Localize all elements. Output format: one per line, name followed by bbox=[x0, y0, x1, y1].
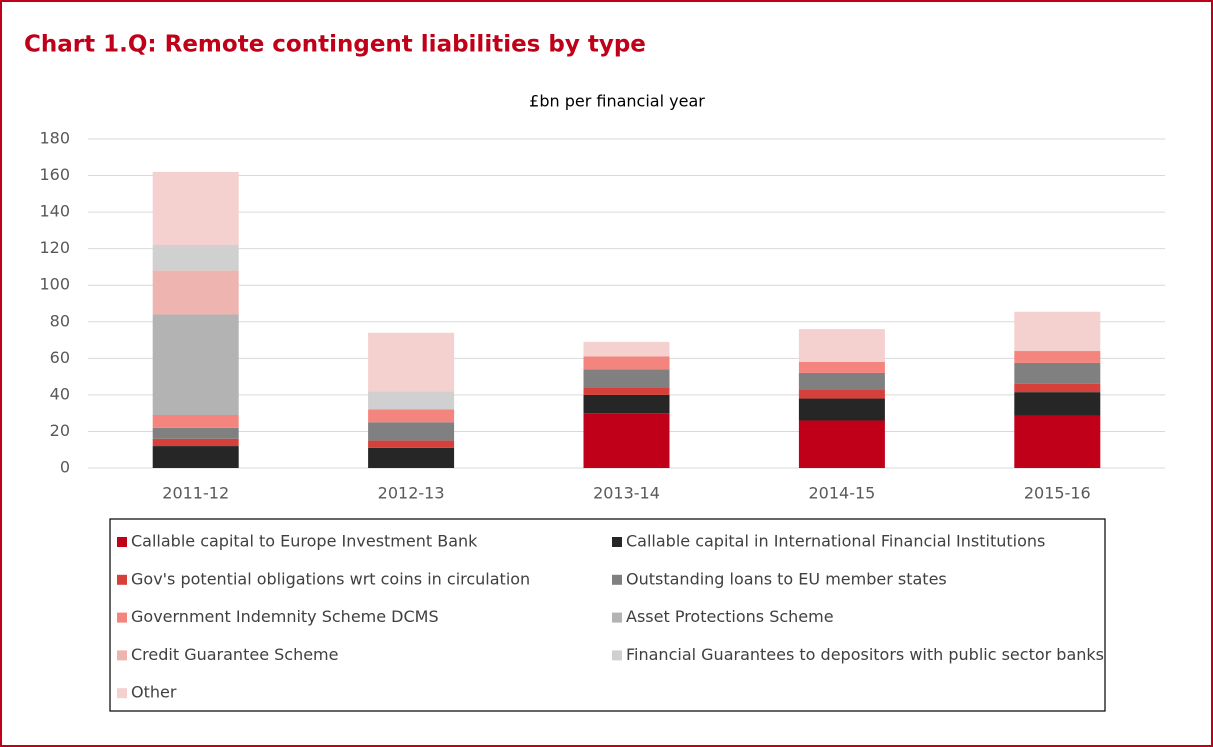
bar-segment bbox=[798, 389, 885, 399]
bar-segment bbox=[1014, 362, 1101, 384]
chart-subtitle: £bn per financial year bbox=[529, 92, 705, 111]
bar-segment bbox=[368, 440, 455, 448]
bar-segment bbox=[798, 420, 885, 468]
bar-segment bbox=[368, 391, 455, 410]
x-tick-label: 2013-14 bbox=[593, 484, 660, 503]
legend-swatch bbox=[612, 537, 622, 547]
y-tick-label: 0 bbox=[60, 458, 70, 477]
y-tick-label: 100 bbox=[39, 275, 70, 294]
bar-segment bbox=[798, 398, 885, 421]
bar-segment bbox=[152, 438, 239, 447]
y-tick-label: 60 bbox=[50, 348, 70, 367]
legend-label: Outstanding loans to EU member states bbox=[626, 569, 947, 588]
bar-segment bbox=[583, 369, 670, 388]
y-tick-label: 120 bbox=[39, 238, 70, 257]
legend-swatch bbox=[612, 612, 622, 623]
legend-label: Other bbox=[131, 683, 177, 702]
bar-segment bbox=[152, 446, 239, 468]
y-tick-label: 140 bbox=[39, 202, 70, 221]
bar-segment bbox=[152, 171, 239, 246]
legend-swatch bbox=[117, 650, 127, 661]
bar-segment bbox=[368, 422, 455, 441]
x-tick-label: 2014-15 bbox=[808, 484, 875, 503]
bar-segment bbox=[368, 332, 455, 392]
legend-label: Credit Guarantee Scheme bbox=[131, 645, 338, 664]
legend-box bbox=[109, 518, 1106, 712]
bar-segment bbox=[152, 314, 239, 415]
legend-swatch bbox=[117, 688, 127, 699]
y-tick-label: 20 bbox=[50, 421, 70, 440]
bar-segment bbox=[1014, 383, 1101, 393]
legend-swatch bbox=[612, 574, 622, 585]
bar-segment bbox=[798, 329, 885, 362]
legend-swatch bbox=[117, 537, 127, 547]
bar-segment bbox=[152, 427, 239, 439]
x-tick-label: 2015-16 bbox=[1024, 484, 1091, 503]
bar-segment bbox=[583, 413, 670, 468]
legend-label: Callable capital in International Financ… bbox=[626, 532, 1045, 551]
bar-segment bbox=[798, 372, 885, 390]
y-tick-label: 180 bbox=[39, 129, 70, 148]
legend-label: Callable capital to Europe Investment Ba… bbox=[131, 532, 478, 551]
x-tick-label: 2012-13 bbox=[378, 484, 445, 503]
y-tick-label: 160 bbox=[39, 165, 70, 184]
bar-segment bbox=[368, 447, 455, 468]
legend-label: Gov's potential obligations wrt coins in… bbox=[131, 569, 530, 588]
legend-label: Financial Guarantees to depositors with … bbox=[626, 645, 1104, 664]
bar-segment bbox=[1014, 351, 1101, 363]
legend-label: Government Indemnity Scheme DCMS bbox=[131, 607, 439, 626]
bar-segment bbox=[1014, 415, 1101, 468]
bar-segment bbox=[1014, 392, 1101, 416]
y-tick-label: 40 bbox=[50, 384, 70, 403]
legend-swatch bbox=[612, 650, 622, 661]
bar-segment bbox=[583, 341, 670, 357]
bar-segment bbox=[152, 414, 239, 428]
bar-segment bbox=[152, 270, 239, 315]
bar-segment bbox=[583, 387, 670, 395]
legend-swatch bbox=[117, 574, 127, 585]
x-tick-label: 2011-12 bbox=[162, 484, 229, 503]
bar-segment bbox=[1014, 311, 1101, 352]
bar-segment bbox=[583, 394, 670, 414]
bar-segment bbox=[583, 356, 670, 370]
chart-title: Chart 1.Q: Remote contingent liabilities… bbox=[24, 32, 646, 58]
bar-segment bbox=[368, 409, 455, 423]
y-tick-label: 80 bbox=[50, 311, 70, 330]
legend-label: Asset Protections Scheme bbox=[626, 607, 834, 626]
bar-segment bbox=[798, 361, 885, 373]
bar-segment bbox=[152, 245, 239, 271]
legend-swatch bbox=[117, 612, 127, 623]
